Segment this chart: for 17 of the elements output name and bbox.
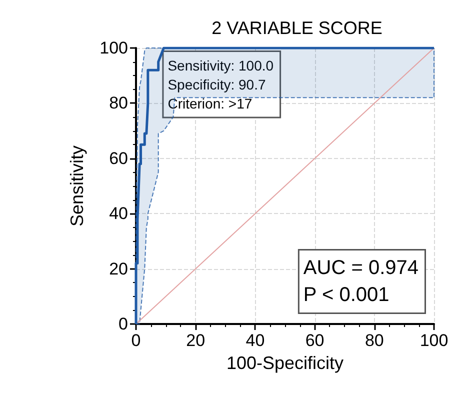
annotation: Sensitivity: 100.0 Specificity: 90.7 Criterion: >17 (168, 57, 274, 112)
y-tick-label: 100 (100, 38, 128, 58)
x-tick-label: 20 (186, 331, 206, 350)
y-tick-label: 40 (109, 204, 128, 224)
annotation: AUC = 0.974 P < 0.001 (303, 257, 419, 306)
x-tick-label: 100 (420, 331, 448, 350)
x-tick-label: 60 (305, 331, 324, 350)
y-tick-label: 20 (109, 259, 128, 278)
x-tick-label: 80 (364, 331, 384, 350)
chart-title: 2 VARIABLE SCORE (212, 18, 382, 38)
y-axis-title: Sensitivity (67, 145, 87, 227)
y-tick-label: 0 (118, 314, 128, 334)
y-tick-label: 60 (109, 148, 128, 168)
y-tick-label: 80 (109, 94, 128, 113)
x-tick-label: 40 (246, 331, 265, 350)
x-tick-label: 0 (131, 331, 141, 350)
x-axis-title: 100-Specificity (226, 353, 344, 373)
